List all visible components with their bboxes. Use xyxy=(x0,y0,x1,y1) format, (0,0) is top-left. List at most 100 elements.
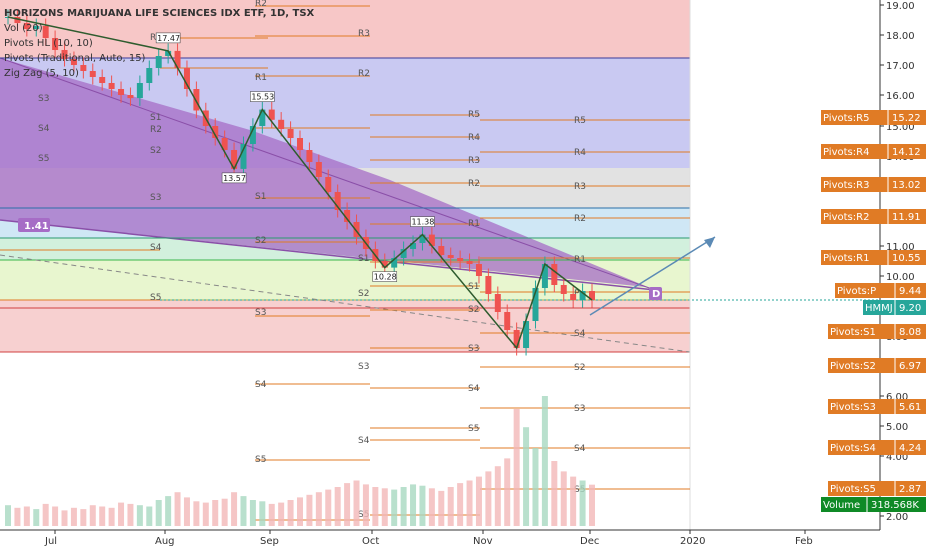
pivot-level-label: R1 xyxy=(574,255,586,265)
candle-body xyxy=(513,330,520,348)
volume-bar xyxy=(457,483,464,526)
volume-bar xyxy=(89,505,96,526)
volume-bar xyxy=(475,476,482,526)
legend-study-zigzag[interactable]: Zig Zag (5, 10) xyxy=(4,68,79,79)
legend-study-pivots-traditional[interactable]: Pivots (Traditional, Auto, 15) xyxy=(4,53,146,64)
pivot-tag-box xyxy=(828,481,926,496)
pivot-tag-value: 318.568K xyxy=(871,500,919,511)
candle-body xyxy=(353,222,360,237)
volume-bar xyxy=(165,496,172,526)
pivot-tag-value: 4.24 xyxy=(899,443,921,454)
pivot-tag-box xyxy=(828,324,926,339)
candle-body xyxy=(532,288,539,321)
candle-body xyxy=(14,17,21,23)
candle-body xyxy=(118,89,125,95)
candle-body xyxy=(410,243,417,249)
volume-bar xyxy=(155,500,162,526)
pivot-level-label: S4 xyxy=(38,124,50,134)
volume-bar xyxy=(513,409,520,526)
pivot-tag-name: HMMJ xyxy=(865,303,893,314)
zigzag-label: 13.57 xyxy=(223,174,246,183)
pivot-level-label: R1 xyxy=(468,219,480,229)
pivot-level-label: R3 xyxy=(468,156,480,166)
volume-bar xyxy=(136,505,143,526)
candle-body xyxy=(344,210,351,222)
candle-body xyxy=(541,264,548,288)
candle-body xyxy=(523,321,530,348)
pivot-level-label: S1 xyxy=(255,192,266,202)
pivot-level-label: P xyxy=(574,289,580,299)
volume-bar xyxy=(249,500,256,526)
volume-bar xyxy=(579,480,586,526)
pivot-level-label: S5 xyxy=(255,455,266,465)
candle-body xyxy=(447,255,454,258)
candle-body xyxy=(419,234,426,243)
candle-body xyxy=(89,71,96,77)
candle-body xyxy=(306,150,313,162)
candle-body xyxy=(70,59,77,65)
price-axis-tick-label: 10.00 xyxy=(886,272,915,283)
candle-body xyxy=(485,276,492,294)
pivot-level-label: S2 xyxy=(150,146,161,156)
pivot-level-label: S3 xyxy=(255,308,266,318)
candle-body xyxy=(193,89,200,111)
pivot-tag-name: Pivots:S5 xyxy=(830,484,876,495)
candle-body xyxy=(560,285,567,294)
candle-body xyxy=(249,126,256,144)
pivot-tag-box xyxy=(821,250,926,265)
candle-body xyxy=(438,246,445,255)
volume-bar xyxy=(212,500,219,526)
price-axis-tick-label: 17.00 xyxy=(886,61,915,72)
zigzag-label: 11.38 xyxy=(411,218,434,227)
zigzag-label-box xyxy=(372,271,398,282)
legend-study-vol[interactable]: Vol (20) xyxy=(4,23,43,34)
candle-body xyxy=(579,291,586,300)
volume-bar xyxy=(99,506,106,526)
pivot-tag-name: Pivots:S3 xyxy=(830,402,876,413)
price-axis-tick-label: 16.00 xyxy=(886,91,915,102)
pivot-level-label: S3 xyxy=(150,193,161,203)
pivot-tag-box xyxy=(828,399,926,414)
channel-upper xyxy=(0,57,656,291)
pivot-level-label: S3 xyxy=(358,362,369,372)
pivot-tag-name: Pivots:P xyxy=(837,286,876,297)
pivot-tag-value: 8.08 xyxy=(899,327,921,338)
marker-d-box xyxy=(649,287,662,300)
volume-bar xyxy=(278,502,285,526)
candle-body xyxy=(212,126,219,138)
candle-body xyxy=(428,234,435,246)
pivot-level-label: S3 xyxy=(574,404,585,414)
candle-body xyxy=(325,177,332,192)
volume-bar xyxy=(315,492,322,526)
candle-body xyxy=(287,129,294,138)
volume-bar xyxy=(381,488,388,526)
pivot-level-label: S4 xyxy=(574,329,586,339)
pivot-tag-box xyxy=(835,283,926,298)
candle-body xyxy=(33,26,40,29)
volume-bar xyxy=(240,496,247,526)
zigzag-label-box xyxy=(155,32,181,44)
pivot-tag-value: 9.20 xyxy=(899,303,921,314)
candle-body xyxy=(494,294,501,312)
volume-bar xyxy=(127,503,134,526)
legend-title[interactable]: HORIZONS MARIJUANA LIFE SCIENCES IDX ETF… xyxy=(4,8,315,19)
zigzag-line xyxy=(7,16,593,350)
candle-body xyxy=(334,192,341,210)
candle-body xyxy=(297,138,303,150)
pivot-tag-name: Pivots:R2 xyxy=(823,212,869,223)
pivot-level-label: S5 xyxy=(38,154,49,164)
pivot-tag-box xyxy=(828,440,926,455)
volume-bar xyxy=(523,427,530,526)
candle-body xyxy=(315,162,322,177)
volume-bar xyxy=(334,487,341,526)
candle-body xyxy=(221,138,228,150)
candle-body xyxy=(52,38,59,50)
pivot-tag-value: 6.97 xyxy=(899,361,921,372)
candle-body xyxy=(381,261,388,268)
volume-bar xyxy=(447,487,454,526)
legend-study-pivots-hl[interactable]: Pivots HL (10, 10) xyxy=(4,38,93,49)
pivot-tag-name: Pivots:R5 xyxy=(823,113,869,124)
candle-body xyxy=(127,95,134,99)
candle-body xyxy=(231,150,238,169)
